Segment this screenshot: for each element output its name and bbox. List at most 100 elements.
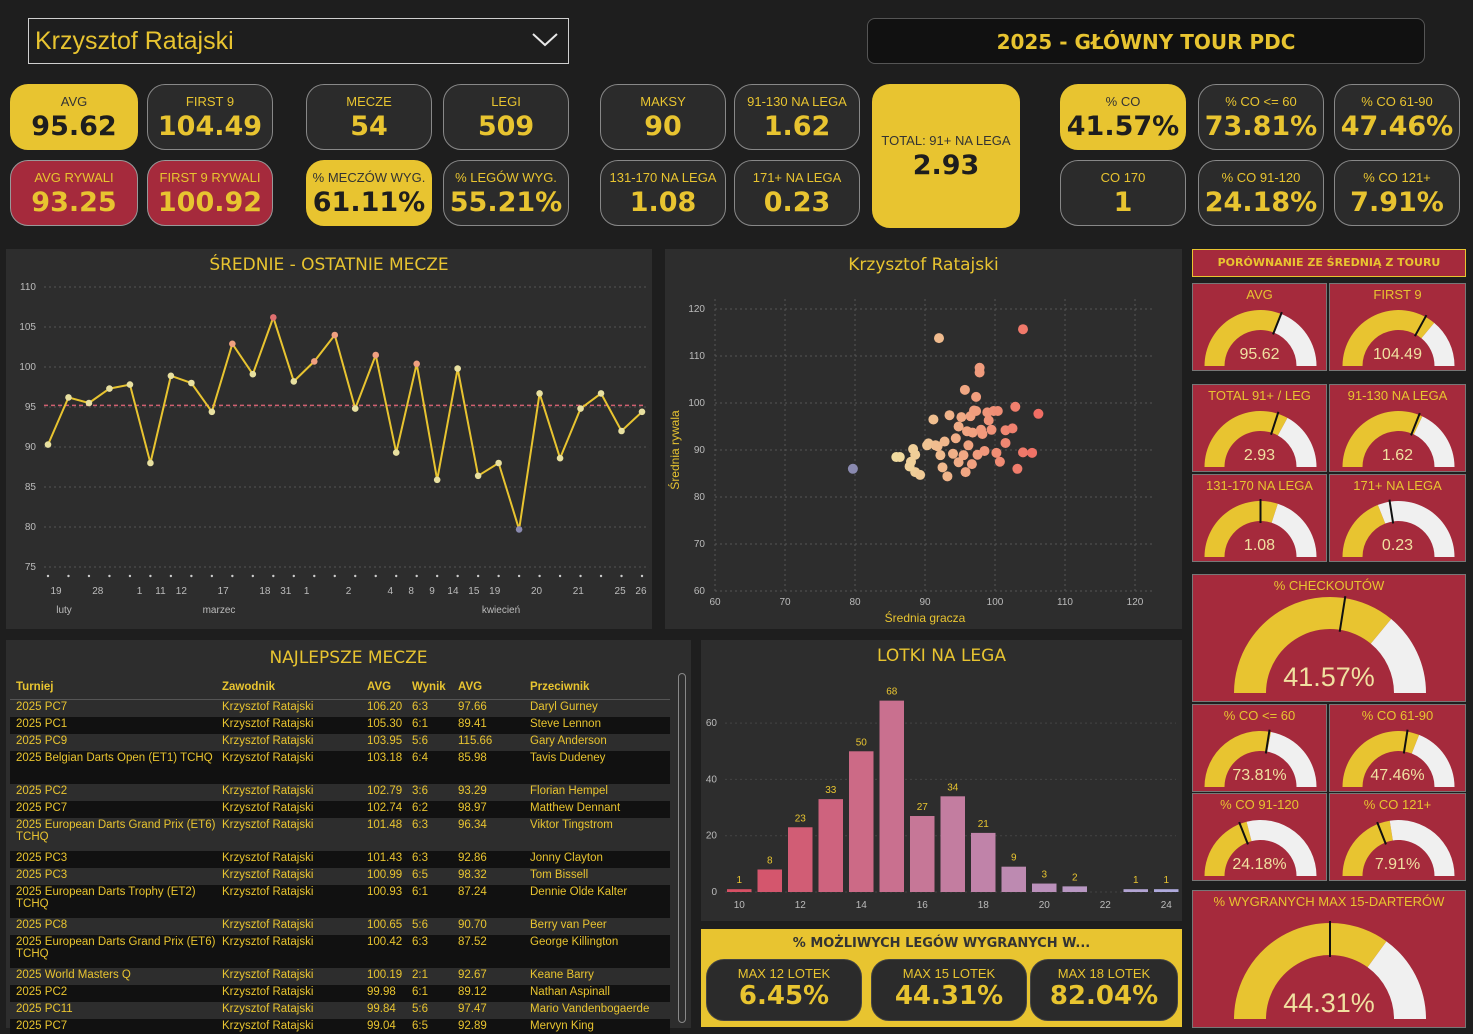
- kpi-label: CO 170: [1100, 170, 1146, 185]
- table-cell: 92.67: [458, 969, 487, 981]
- line-xdot: [640, 574, 644, 578]
- table-cell: Florian Hempel: [530, 785, 608, 797]
- table-cell: 6:3: [412, 936, 428, 948]
- bar: [940, 796, 965, 892]
- table-header-cell[interactable]: Przeciwnik: [530, 681, 590, 693]
- gauge-7: % CO <= 60 73.81%: [1192, 704, 1327, 792]
- table-cell: Matthew Dennant: [530, 802, 621, 814]
- table-row[interactable]: 2025 PC7 Krzysztof Ratajski 106.20 6:3 97.66…: [10, 700, 670, 717]
- gauge-segment: [1267, 731, 1317, 787]
- max18-label: MAX 18 LOTEK: [1057, 966, 1151, 981]
- table-cell: 99.04: [367, 1020, 396, 1032]
- line-xdot: [456, 574, 459, 578]
- scatter-ytick: 100: [688, 398, 705, 409]
- table-header-cell[interactable]: AVG: [367, 681, 392, 693]
- table-row[interactable]: 2025 PC1 Krzysztof Ratajski 105.30 6:1 89.41…: [10, 717, 670, 734]
- scatter-point: [1010, 401, 1021, 412]
- table-cell: 6:3: [412, 819, 428, 831]
- scatter-point: [937, 462, 948, 473]
- table-row[interactable]: 2025 World Masters Q Krzysztof Ratajski 10…: [10, 968, 670, 985]
- table-cell: 102.79: [367, 785, 403, 797]
- kpi-value: 2.93: [912, 150, 980, 181]
- table-cell: 5:6: [412, 919, 428, 931]
- table-row[interactable]: 2025 European Darts Trophy (ET2) TCHQ Krz…: [10, 885, 670, 918]
- line-ytick: 90: [25, 442, 37, 453]
- player-dropdown-value: Krzysztof Ratajski: [35, 27, 234, 55]
- table-scrollbar[interactable]: [678, 673, 686, 1023]
- scatter-point: [894, 452, 905, 463]
- bar: [1001, 866, 1026, 892]
- table-row[interactable]: 2025 European Darts Grand Prix (ET6) TCH…: [10, 935, 670, 968]
- gauge-target: [1272, 311, 1283, 335]
- table-cell: 98.32: [458, 869, 487, 881]
- scatter-point: [983, 415, 994, 426]
- gauge-label: % CHECKOUTÓW: [1273, 578, 1385, 593]
- kpi-co170: CO 170 1: [1060, 160, 1186, 226]
- gauge-target: [1402, 729, 1409, 754]
- table-row[interactable]: 2025 PC8 Krzysztof Ratajski 100.65 5:6 90.70…: [10, 918, 670, 935]
- table-cell: 2025 World Masters Q: [16, 969, 131, 981]
- scatter-ytick: 120: [688, 304, 705, 315]
- table-row[interactable]: 2025 PC3 Krzysztof Ratajski 100.99 6:5 98.32…: [10, 868, 670, 885]
- table-row[interactable]: 2025 PC2 Krzysztof Ratajski 102.79 3:6 93.29…: [10, 784, 670, 801]
- table-row[interactable]: 2025 PC11 Krzysztof Ratajski 99.84 5:6 97.47…: [10, 1002, 670, 1019]
- line-xdot: [108, 574, 111, 578]
- table-cell: 2025 PC7: [16, 701, 68, 713]
- gauge-target: [1270, 411, 1280, 435]
- table-cell: 101.43: [367, 852, 403, 864]
- table-row[interactable]: 2025 PC3 Krzysztof Ratajski 101.43 6:3 92.86…: [10, 851, 670, 868]
- kpi-label: 171+ NA LEGA: [752, 170, 842, 185]
- table-header-cell[interactable]: Zawodnik: [222, 681, 276, 693]
- gauge-value: 0.23: [1381, 537, 1414, 554]
- kpi-s91_130: 91-130 NA LEGA 1.62: [734, 84, 860, 150]
- table-cell: 3:6: [412, 785, 428, 797]
- bar-xtick: 18: [978, 900, 990, 911]
- line-xtick: 31: [280, 586, 292, 597]
- table-row[interactable]: 2025 PC2 Krzysztof Ratajski 99.98 6:1 89.12 N…: [10, 985, 670, 1002]
- line-ytick: 85: [25, 482, 37, 493]
- kpi-co91_120: % CO 91-120 24.18%: [1198, 160, 1324, 226]
- line-xdot: [190, 574, 193, 578]
- table-cell: 100.93: [367, 886, 403, 898]
- bar: [971, 832, 996, 892]
- line-month: kwiecień: [482, 605, 520, 616]
- table-header-cell[interactable]: Turniej: [16, 681, 54, 693]
- table-header-cell[interactable]: Wynik: [412, 681, 446, 693]
- gauge-value: 95.62: [1239, 346, 1280, 363]
- line-point: [454, 365, 461, 372]
- line-xdot: [354, 574, 357, 578]
- kpi-avg_opp: AVG RYWALI 93.25: [10, 160, 138, 226]
- gauge-segment: [1204, 310, 1282, 366]
- table-row[interactable]: 2025 PC9 Krzysztof Ratajski 103.95 5:6 115.6…: [10, 734, 670, 751]
- bar: [727, 889, 752, 892]
- scatter-chart: 60 70 80 90 100 110 120 120 110 100 90 80 70 60 Średni…: [667, 299, 1155, 625]
- line-point: [85, 399, 93, 407]
- bar-label: 68: [886, 687, 898, 698]
- possible-legs-panel: % MOŻLIWYCH LEGÓW WYGRANYCH W... MAX 12 …: [701, 929, 1182, 1027]
- scatter-ytick: 110: [689, 351, 705, 362]
- darts-per-leg-title: LOTKI NA LEGA: [877, 646, 1006, 666]
- scatter-point: [944, 410, 955, 421]
- table-row[interactable]: 2025 PC7 Krzysztof Ratajski 102.74 6:2 98.97…: [10, 801, 670, 818]
- bar: [879, 700, 904, 892]
- scatter-point: [1000, 437, 1011, 448]
- gauge-segment: [1277, 417, 1317, 467]
- table-row[interactable]: 2025 Belgian Darts Open (ET1) TCHQ Krzysz…: [10, 751, 670, 784]
- bar-label: 9: [1011, 853, 1017, 864]
- table-cell: 2025 PC1: [16, 718, 68, 730]
- table-row[interactable]: 2025 PC7 Krzysztof Ratajski 99.04 6:5 92.89 M…: [10, 1019, 670, 1034]
- table-row[interactable]: 2025 European Darts Grand Prix (ET6) TCH…: [10, 818, 670, 851]
- gauge-10: % CO 121+ 7.91%: [1329, 793, 1466, 881]
- scatter-ytick: 90: [694, 445, 706, 456]
- player-dropdown[interactable]: Krzysztof Ratajski: [28, 18, 569, 64]
- kpi-value: 104.49: [157, 111, 263, 142]
- table-cell: Dennie Olde Kalter: [530, 886, 628, 898]
- table-cell: 92.89: [458, 1020, 487, 1032]
- table-cell: 102.74: [367, 802, 403, 814]
- table-header-cell[interactable]: AVG: [458, 681, 483, 693]
- gauge-segment: [1342, 820, 1393, 876]
- kpi-value: 509: [477, 111, 535, 142]
- scatter-point: [1027, 447, 1038, 458]
- scatter-point: [1033, 408, 1044, 419]
- table-cell: Jonny Clayton: [530, 852, 603, 864]
